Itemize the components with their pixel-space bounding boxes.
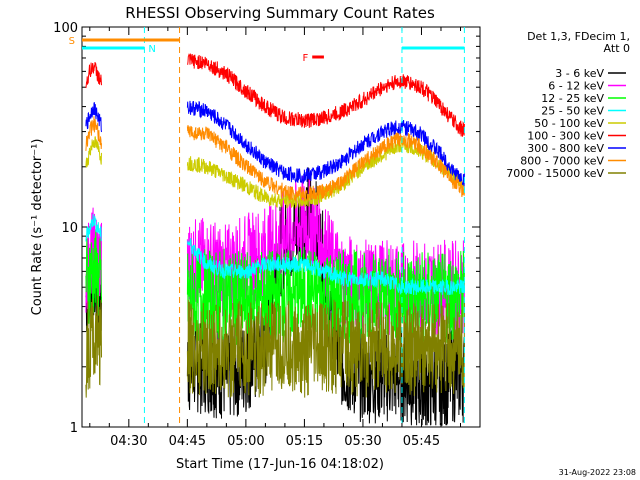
x-tick-label: 04:45 <box>169 434 206 449</box>
legend-header-line-1: Det 1,3, FDecim 1, <box>527 30 630 43</box>
series-line <box>187 53 465 137</box>
legend-label: 300 - 800 keV <box>527 142 604 155</box>
series-8 <box>85 295 465 398</box>
legend-header-line-2: Att 0 <box>604 42 630 55</box>
series-line <box>186 299 465 398</box>
legend-label: 800 - 7000 keV <box>520 155 604 168</box>
legend-label: 25 - 50 keV <box>541 105 604 118</box>
y-tick-label: 1 <box>70 421 78 436</box>
x-tick-label: 05:00 <box>227 434 264 449</box>
y-axis-label: Count Rate (s⁻¹ detector⁻¹) <box>30 139 45 316</box>
legend-label: 6 - 12 keV <box>548 80 604 93</box>
x-tick-label: 05:30 <box>344 434 381 449</box>
chart-title: RHESSI Observing Summary Count Rates <box>125 4 435 22</box>
flag-label: N <box>148 44 155 55</box>
series-line <box>85 116 102 151</box>
legend-label: 7000 - 15000 keV <box>506 167 604 180</box>
legend-label: 100 - 300 keV <box>527 130 604 143</box>
series-line <box>85 102 102 133</box>
x-tick-label: 04:30 <box>110 434 147 449</box>
series-5 <box>85 53 465 137</box>
series-6 <box>85 100 465 187</box>
series-7 <box>85 116 465 202</box>
series-line <box>85 295 102 398</box>
flag-label: F <box>302 53 308 64</box>
series-line <box>85 229 102 324</box>
series-line <box>85 214 102 242</box>
series-line <box>85 136 102 169</box>
legend-label: 50 - 100 keV <box>534 117 604 130</box>
series-line <box>186 238 465 296</box>
x-tick-label: 05:15 <box>286 434 323 449</box>
flag-label: S <box>69 36 75 47</box>
series-3 <box>85 214 465 296</box>
y-tick-label: 10 <box>61 221 78 236</box>
x-tick-label: 05:45 <box>403 434 440 449</box>
series-line <box>186 100 465 187</box>
series-line <box>85 61 102 89</box>
y-tick-label: 100 <box>53 21 78 36</box>
plot-area: 1 10 100 04:30 04:45 05:00 05:15 05:30 05:45 S N F <box>53 21 481 449</box>
x-axis-label: Start Time (17-Jun-16 04:18:02) <box>176 457 384 472</box>
legend-label: 3 - 6 keV <box>555 67 604 80</box>
series-line <box>186 124 465 202</box>
legend-label: 12 - 25 keV <box>541 92 604 105</box>
timestamp: 31-Aug-2022 23:08 <box>559 468 636 477</box>
